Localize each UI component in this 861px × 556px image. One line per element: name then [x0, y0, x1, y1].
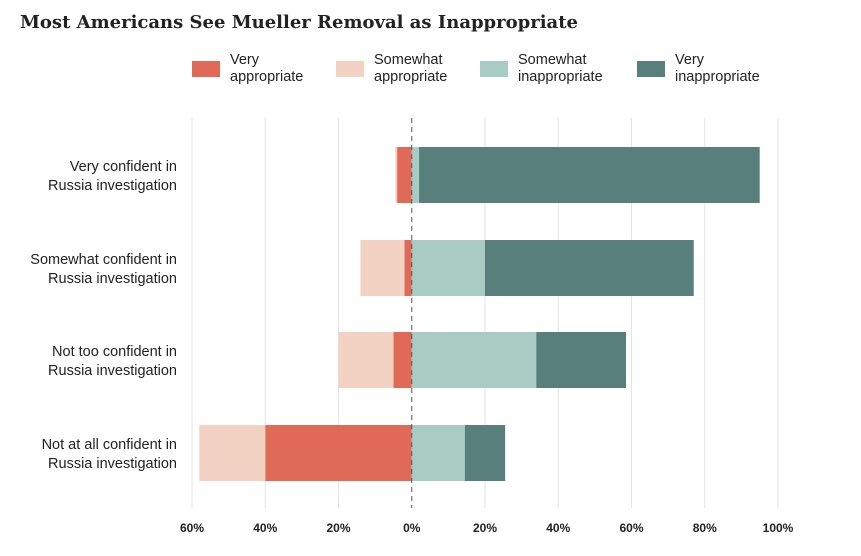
legend-label: Very appropriate [230, 52, 304, 85]
x-axis-ticks: 60% 40% 20% 0% 20% 40% 60% 80% 100% [180, 521, 794, 535]
category-label-line: Russia investigation [48, 363, 177, 379]
bar-segment [411, 425, 465, 481]
legend-swatch [192, 61, 220, 77]
x-tick-label: 60% [619, 521, 643, 535]
category-label: Not too confident in Russia investigation [48, 344, 177, 379]
legend-swatch [637, 61, 665, 77]
x-tick-label: 40% [253, 521, 277, 535]
bar-segment [411, 147, 420, 203]
legend-item: Very inappropriate [637, 52, 760, 86]
bar-segment [485, 240, 694, 296]
bar-segment [464, 425, 506, 481]
legend-label: Very inappropriate [675, 52, 760, 85]
bar-segment [360, 240, 405, 296]
chart-title: Most Americans See Mueller Removal as In… [20, 12, 578, 33]
bar-segment [338, 332, 394, 388]
category-label-line: Russia investigation [48, 271, 177, 287]
category-label-line: Very confident in [70, 159, 177, 175]
category-labels: Very confident in Russia investigationSom… [30, 159, 177, 472]
legend-item: Somewhat inappropriate [480, 52, 603, 86]
legend-swatch [480, 61, 508, 77]
bar-segment [393, 332, 412, 388]
category-label: Somewhat confident in Russia investigatio… [30, 252, 177, 287]
bars [199, 147, 760, 481]
bar-segment [411, 332, 537, 388]
legend-item: Very appropriate [192, 52, 303, 86]
legend-label: Somewhat inappropriate [518, 52, 603, 85]
category-label: Not at all confident in Russia investigat… [42, 437, 177, 472]
category-label: Very confident in Russia investigation [48, 159, 177, 194]
legend-swatch [336, 61, 364, 77]
category-label-line: Russia investigation [48, 456, 177, 472]
x-tick-label: 40% [546, 521, 570, 535]
bar-segment [536, 332, 627, 388]
legend: Very appropriate Somewhat appropriate Some… [0, 52, 861, 92]
x-tick-label: 0% [403, 521, 421, 535]
category-label-line: Not at all confident in [42, 437, 177, 453]
bar-segment [419, 147, 760, 203]
x-tick-label: 100% [763, 521, 794, 535]
bar-segment [265, 425, 412, 481]
x-tick-label: 20% [473, 521, 497, 535]
bar-segment [404, 240, 412, 296]
category-label-line: Russia investigation [48, 178, 177, 194]
bar-segment [411, 240, 485, 296]
x-tick-label: 80% [693, 521, 717, 535]
category-label-line: Somewhat confident in [30, 252, 177, 268]
x-tick-label: 20% [326, 521, 350, 535]
legend-item: Somewhat appropriate [336, 52, 447, 86]
bar-segment [395, 147, 398, 203]
bar-segment [199, 425, 266, 481]
category-label-line: Not too confident in [52, 344, 177, 360]
bar-segment [397, 147, 412, 203]
legend-label: Somewhat appropriate [374, 52, 448, 85]
x-tick-label: 60% [180, 521, 204, 535]
